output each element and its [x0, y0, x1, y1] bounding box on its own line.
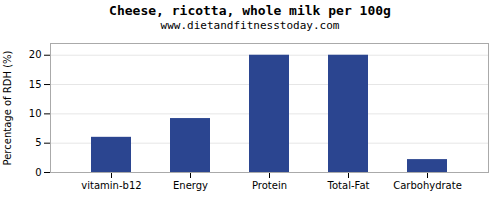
svg-text:Protein: Protein — [252, 180, 287, 191]
svg-text:Percentage of RDH (%): Percentage of RDH (%) — [2, 50, 13, 165]
html-text:Cheese, ricotta, whole milk pe: Cheese, ricotta, whole milk per 100g — [109, 3, 391, 18]
svg-text:10: 10 — [29, 108, 42, 119]
svg-text:vitamin-b12: vitamin-b12 — [81, 180, 141, 191]
svg-text:Energy: Energy — [173, 180, 208, 191]
svg-text:0: 0 — [35, 167, 41, 178]
svg-text:Carbohydrate: Carbohydrate — [393, 180, 462, 191]
svg-text:5: 5 — [35, 137, 41, 148]
svg-text:15: 15 — [29, 79, 42, 90]
html-text:www.dietandfitnesstoday.com: www.dietandfitnesstoday.com — [160, 19, 340, 32]
svg-text:20: 20 — [29, 49, 42, 60]
svg-text:Total-Fat: Total-Fat — [327, 180, 370, 191]
